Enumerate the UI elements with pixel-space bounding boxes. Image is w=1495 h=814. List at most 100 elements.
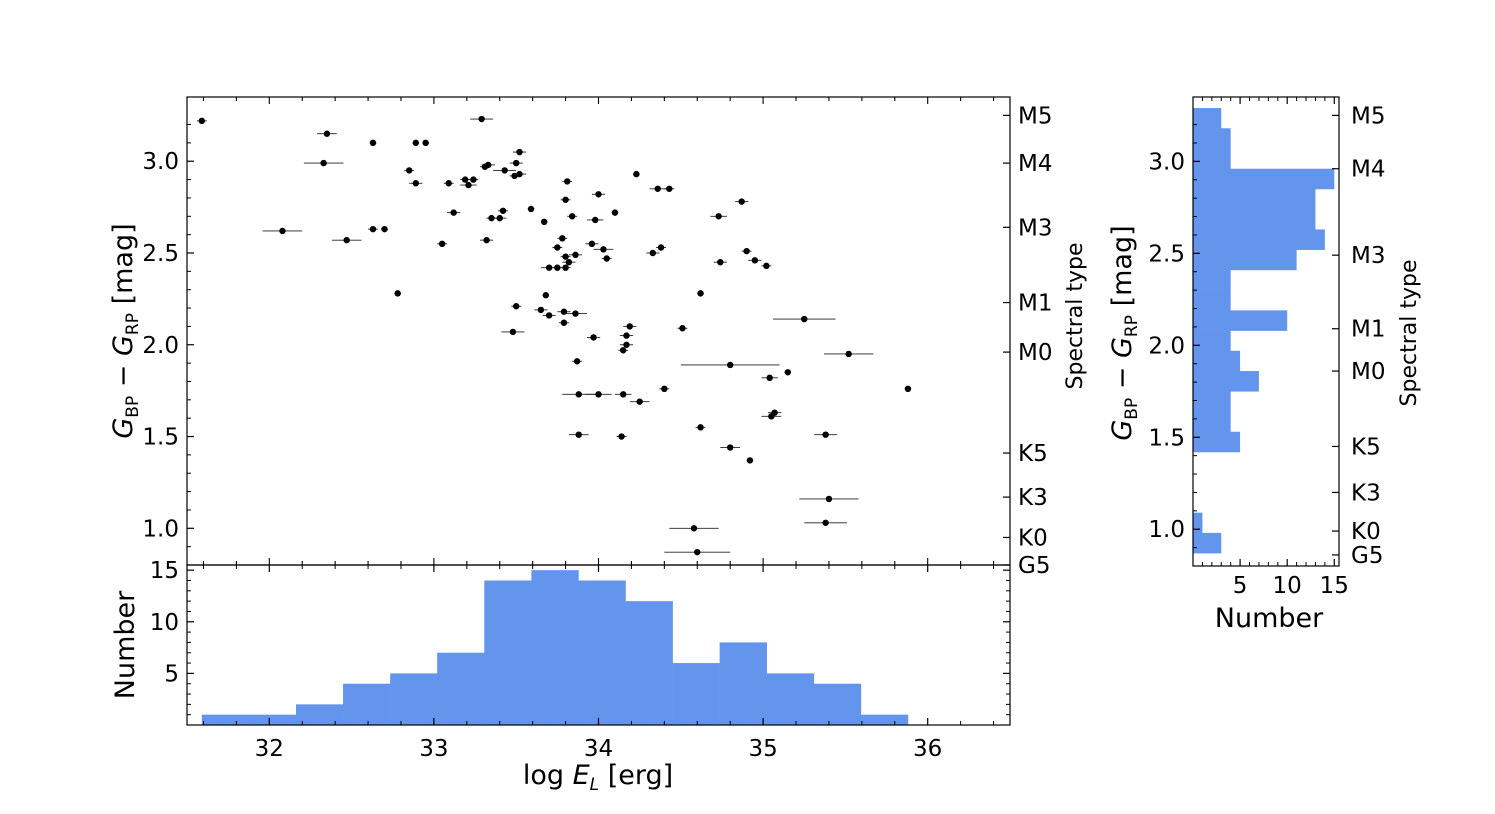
data-point <box>488 214 495 222</box>
data-point <box>568 213 576 220</box>
data-point <box>527 205 535 213</box>
data-point <box>619 347 627 354</box>
xlabel-sub: L <box>590 775 599 795</box>
y-tick-label: 2.0 <box>142 333 179 359</box>
data-point <box>198 117 206 125</box>
data-point <box>751 257 759 264</box>
data-point <box>738 198 745 205</box>
data-point <box>726 444 734 451</box>
x-tick-label: 34 <box>584 736 613 762</box>
side-histogram-panel: 1.01.52.02.53.05 10 15 M5M4M3M1M0K5K3K0G5 … <box>1107 96 1422 634</box>
data-point <box>694 548 701 556</box>
scatter-x-ticks <box>202 97 995 565</box>
spectral-label: M3 <box>1018 215 1052 241</box>
ylabel-g2: G <box>108 335 139 356</box>
data-point <box>513 159 520 167</box>
data-point <box>623 332 630 339</box>
side-histogram-bars <box>1193 108 1335 554</box>
data-point <box>513 303 520 310</box>
scatter-right-axis-label: Spectral type <box>1063 243 1088 390</box>
data-point <box>697 424 704 431</box>
data-point <box>369 225 377 233</box>
histogram-bar <box>860 714 909 725</box>
spectral-label: M5 <box>1351 103 1385 129</box>
xlabel-post: [erg] <box>599 760 673 791</box>
data-point <box>661 385 668 393</box>
data-point <box>588 240 596 248</box>
histogram-bar <box>437 652 485 725</box>
data-point <box>445 180 452 187</box>
bottom-histogram-bars <box>201 570 909 725</box>
spectral-label: M1 <box>1018 291 1052 317</box>
data-point <box>592 216 599 224</box>
data-point <box>542 292 550 299</box>
side-ylabel-g1: G <box>1107 420 1138 441</box>
data-point <box>572 251 579 259</box>
data-point <box>394 290 401 297</box>
histogram-bar <box>1193 128 1231 149</box>
histogram-bar <box>531 570 579 725</box>
spectral-label: K0 <box>1018 525 1048 551</box>
data-point <box>575 391 582 398</box>
data-point <box>726 361 734 369</box>
histogram-bar <box>1193 512 1203 534</box>
data-point <box>572 310 579 317</box>
y-tick-label: 3.0 <box>142 149 179 175</box>
data-point <box>611 209 619 216</box>
data-point <box>715 213 722 220</box>
data-point <box>603 255 610 262</box>
histogram-bar <box>343 683 391 725</box>
data-point <box>412 139 419 147</box>
y-tick-label: 5 <box>164 661 179 687</box>
histogram-bar <box>578 580 626 725</box>
histogram-bar <box>1193 371 1259 392</box>
data-point <box>562 253 569 260</box>
data-point <box>478 115 485 123</box>
y-tick-label: 15 <box>150 558 179 584</box>
histogram-bar <box>1193 532 1222 554</box>
data-point <box>666 185 673 192</box>
data-point <box>509 328 517 336</box>
data-point <box>633 170 640 178</box>
data-point <box>564 178 571 185</box>
data-point <box>623 341 630 348</box>
scatter-points <box>196 115 912 556</box>
histogram-bar <box>201 714 250 725</box>
data-point <box>595 391 602 398</box>
data-point <box>746 457 754 464</box>
y-tick-label: 2.5 <box>142 241 179 267</box>
histogram-bar <box>719 642 768 725</box>
xlabel-pre: log <box>523 760 573 791</box>
histogram-bar <box>484 580 532 725</box>
side-ylabel-s1: BP <box>1122 398 1142 420</box>
data-point <box>323 130 331 137</box>
histogram-bar <box>295 704 344 725</box>
histogram-bar <box>1193 229 1325 250</box>
side-frame <box>1192 96 1340 567</box>
histogram-bar <box>672 663 720 725</box>
data-point <box>618 433 625 440</box>
data-point <box>554 244 561 251</box>
histogram-bar <box>813 683 862 725</box>
ylabel-unit: [mag] <box>108 223 139 313</box>
data-point <box>771 409 778 416</box>
side-ylabel-g2: G <box>1107 337 1138 358</box>
bottom-y-axis-label: Number <box>110 590 141 699</box>
histogram-bar <box>1193 249 1297 271</box>
histogram-bar <box>390 673 438 725</box>
x-tick-label: 35 <box>748 736 777 762</box>
data-point <box>438 240 446 248</box>
data-point <box>501 167 508 174</box>
scatter-frame <box>186 96 1011 566</box>
data-point <box>320 159 327 167</box>
spectral-label: G5 <box>1018 553 1050 579</box>
side-ylabel-minus: − <box>1107 358 1138 398</box>
histogram-bar <box>1193 269 1231 291</box>
data-point <box>369 139 377 147</box>
histogram-bar <box>1193 411 1231 433</box>
data-point <box>763 262 770 270</box>
data-point <box>654 185 661 192</box>
side-ylabel-unit: [mag] <box>1107 225 1138 315</box>
